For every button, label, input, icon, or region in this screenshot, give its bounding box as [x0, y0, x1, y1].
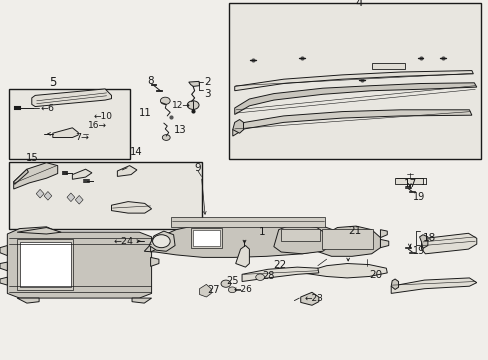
- Circle shape: [152, 235, 170, 248]
- Text: 18: 18: [422, 233, 435, 243]
- Text: 21: 21: [347, 226, 361, 236]
- Text: 14: 14: [129, 147, 142, 157]
- Text: ←26: ←26: [234, 285, 252, 294]
- Bar: [171, 217, 325, 227]
- Bar: [190, 228, 222, 248]
- Polygon shape: [380, 230, 386, 238]
- Polygon shape: [72, 169, 92, 179]
- Circle shape: [187, 101, 199, 109]
- Polygon shape: [235, 246, 249, 267]
- Text: 4: 4: [355, 0, 363, 9]
- Polygon shape: [0, 246, 7, 256]
- Polygon shape: [390, 278, 476, 293]
- Text: 15: 15: [25, 153, 38, 163]
- Bar: [228, 3, 480, 159]
- Text: ←23: ←23: [304, 294, 323, 302]
- Polygon shape: [150, 243, 156, 252]
- Text: ←6: ←6: [41, 104, 55, 112]
- Text: 9: 9: [194, 163, 201, 174]
- Polygon shape: [14, 169, 28, 184]
- Polygon shape: [17, 298, 39, 303]
- Text: 3: 3: [203, 89, 210, 99]
- Polygon shape: [232, 120, 243, 133]
- Polygon shape: [232, 110, 471, 136]
- Polygon shape: [132, 298, 151, 303]
- Polygon shape: [17, 228, 61, 234]
- Bar: [9, 162, 202, 229]
- Text: 27: 27: [206, 285, 219, 295]
- Text: 11: 11: [139, 108, 152, 118]
- Polygon shape: [117, 166, 137, 176]
- Bar: [193, 230, 220, 246]
- Polygon shape: [7, 227, 151, 298]
- Text: 25: 25: [225, 276, 238, 286]
- Polygon shape: [150, 257, 159, 266]
- Polygon shape: [32, 89, 111, 107]
- Text: 1: 1: [258, 227, 265, 237]
- Polygon shape: [53, 128, 78, 138]
- Bar: [394, 178, 423, 184]
- Text: 17: 17: [403, 179, 417, 189]
- Bar: [321, 229, 372, 249]
- Bar: [9, 89, 130, 159]
- Text: 22: 22: [272, 260, 286, 270]
- Polygon shape: [188, 81, 199, 86]
- Text: 28: 28: [261, 271, 274, 282]
- Bar: [371, 63, 404, 69]
- Polygon shape: [0, 277, 7, 285]
- Bar: [17, 239, 73, 290]
- Text: 20: 20: [368, 270, 381, 280]
- Polygon shape: [0, 262, 7, 271]
- Text: 13: 13: [173, 125, 186, 135]
- Bar: [281, 229, 320, 241]
- Polygon shape: [14, 163, 58, 189]
- Bar: [20, 242, 71, 287]
- Polygon shape: [234, 71, 472, 91]
- Circle shape: [221, 280, 230, 287]
- Polygon shape: [111, 202, 151, 213]
- Polygon shape: [302, 264, 386, 278]
- Text: 5: 5: [49, 76, 57, 89]
- Text: ←10: ←10: [93, 112, 112, 121]
- Circle shape: [228, 287, 236, 293]
- Circle shape: [162, 135, 170, 140]
- Polygon shape: [144, 219, 338, 257]
- Polygon shape: [75, 195, 83, 204]
- Text: 19: 19: [412, 192, 425, 202]
- Polygon shape: [242, 267, 318, 282]
- Polygon shape: [419, 235, 427, 248]
- Text: ←24: ←24: [113, 237, 133, 246]
- Circle shape: [160, 97, 170, 104]
- Polygon shape: [316, 226, 380, 256]
- Polygon shape: [234, 83, 476, 114]
- Circle shape: [255, 274, 264, 280]
- Text: 12→: 12→: [171, 100, 190, 109]
- Text: 2: 2: [203, 77, 210, 87]
- Text: 8: 8: [147, 76, 154, 86]
- Text: 7→: 7→: [75, 133, 89, 142]
- Text: 16→: 16→: [88, 121, 107, 130]
- Polygon shape: [36, 189, 44, 198]
- Polygon shape: [390, 279, 398, 289]
- Polygon shape: [300, 292, 318, 305]
- Polygon shape: [421, 233, 476, 254]
- Polygon shape: [380, 239, 388, 248]
- Polygon shape: [199, 284, 211, 297]
- Text: 19: 19: [412, 246, 425, 256]
- Polygon shape: [44, 192, 52, 200]
- Polygon shape: [67, 193, 75, 202]
- Polygon shape: [149, 231, 175, 251]
- Polygon shape: [273, 224, 331, 254]
